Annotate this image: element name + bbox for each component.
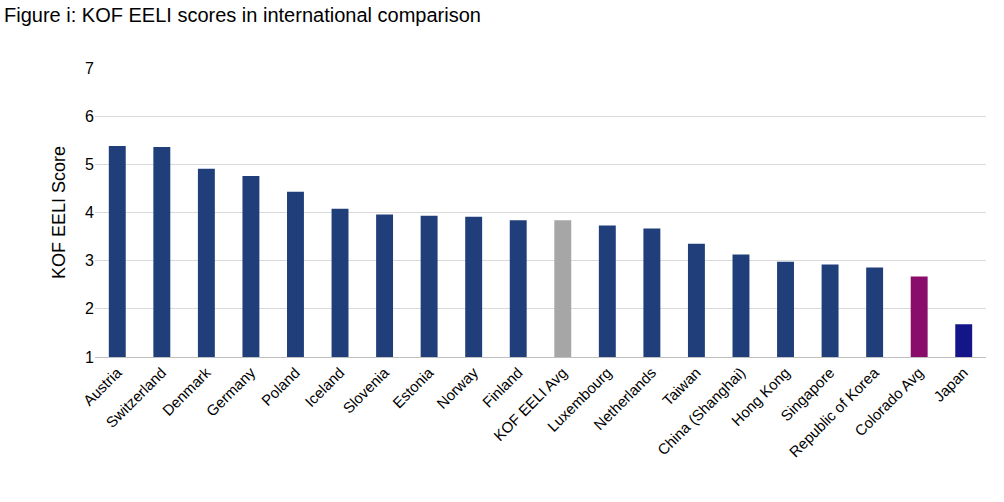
svg-text:1: 1 [85,349,94,366]
svg-text:Japan: Japan [930,364,971,405]
svg-text:KOF EELI Score: KOF EELI Score [49,146,69,279]
svg-text:3: 3 [85,252,94,269]
svg-text:Estonia: Estonia [389,363,437,411]
svg-text:Singapore: Singapore [777,364,837,424]
svg-text:Iceland: Iceland [301,364,347,410]
svg-text:Taiwan: Taiwan [659,364,704,409]
svg-text:China (Shanghai): China (Shanghai) [654,364,749,459]
svg-text:5: 5 [85,156,94,173]
svg-text:Colorado Avg: Colorado Avg [851,364,927,440]
svg-text:Denmark: Denmark [159,364,214,419]
svg-text:Hong Kong: Hong Kong [728,364,793,429]
svg-text:6: 6 [85,108,94,125]
svg-text:Germany: Germany [203,364,259,420]
svg-text:KOF EELI Avg: KOF EELI Avg [490,364,570,444]
svg-text:4: 4 [85,204,94,221]
svg-text:Poland: Poland [258,364,303,409]
svg-text:Republic of Korea: Republic of Korea [786,363,883,460]
svg-text:Finland: Finland [479,364,526,411]
svg-text:Luxembourg: Luxembourg [544,364,615,435]
svg-text:2: 2 [85,300,94,317]
svg-text:Norway: Norway [433,364,481,412]
svg-text:Switzerland: Switzerland [102,364,169,431]
svg-text:Slovenia: Slovenia [339,363,392,416]
svg-text:Figure i: KOF EELI scores in i: Figure i: KOF EELI scores in internation… [4,4,481,26]
svg-text:Netherlands: Netherlands [590,364,659,433]
svg-text:Austria: Austria [80,363,125,408]
svg-text:7: 7 [85,60,94,77]
